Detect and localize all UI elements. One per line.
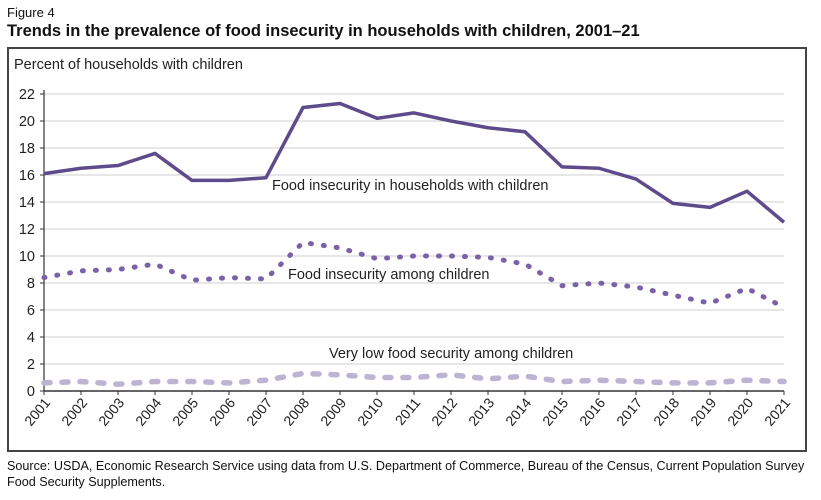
y-tick-label: 6 bbox=[27, 303, 35, 319]
x-tick-label: 2008 bbox=[280, 394, 312, 428]
x-tick-label: 2001 bbox=[21, 394, 53, 428]
y-tick-label: 8 bbox=[27, 276, 35, 292]
y-tick-label: 0 bbox=[27, 384, 35, 400]
series-line-2 bbox=[41, 370, 787, 387]
series-label-children: Food insecurity among children bbox=[288, 267, 490, 283]
x-tick-label: 2002 bbox=[58, 394, 90, 428]
x-tick-label: 2004 bbox=[132, 394, 164, 428]
x-tick-label: 2021 bbox=[761, 394, 793, 428]
x-tick-label: 2019 bbox=[687, 394, 719, 428]
figure-label: Figure 4 bbox=[7, 5, 55, 20]
series-label-households: Food insecurity in households with child… bbox=[272, 178, 548, 194]
y-tick-label: 4 bbox=[27, 330, 35, 346]
y-tick-label: 16 bbox=[19, 168, 35, 184]
x-tick-label: 2007 bbox=[243, 394, 275, 428]
x-tick-label: 2009 bbox=[317, 394, 349, 428]
x-tick-label: 2003 bbox=[95, 394, 127, 428]
x-tick-label: 2005 bbox=[169, 394, 201, 428]
y-tick-label: 22 bbox=[19, 87, 35, 103]
x-tick-label: 2012 bbox=[428, 394, 460, 428]
x-tick-label: 2016 bbox=[576, 394, 608, 428]
chart-frame bbox=[7, 47, 807, 452]
y-tick-label: 2 bbox=[27, 357, 35, 373]
x-tick-label: 2013 bbox=[465, 394, 497, 428]
chart-title: Trends in the prevalence of food insecur… bbox=[7, 22, 640, 40]
x-tick-label: 2006 bbox=[206, 394, 238, 428]
series-label-very-low: Very low food security among children bbox=[329, 346, 573, 362]
y-tick-label: 14 bbox=[19, 195, 35, 211]
x-tick-label: 2020 bbox=[724, 394, 756, 428]
y-tick-label: 18 bbox=[19, 141, 35, 157]
x-tick-label: 2017 bbox=[613, 394, 645, 428]
y-axis-label: Percent of households with children bbox=[14, 57, 243, 73]
x-tick-label: 2015 bbox=[539, 394, 571, 428]
y-tick-label: 20 bbox=[19, 114, 35, 130]
x-tick-label: 2014 bbox=[502, 394, 534, 428]
source-note: Source: USDA, Economic Research Service … bbox=[7, 459, 805, 489]
x-tick-label: 2018 bbox=[650, 394, 682, 428]
y-tick-label: 10 bbox=[19, 249, 35, 265]
y-tick-label: 12 bbox=[19, 222, 35, 238]
x-tick-label: 2010 bbox=[354, 394, 386, 428]
x-tick-label: 2011 bbox=[392, 394, 424, 428]
